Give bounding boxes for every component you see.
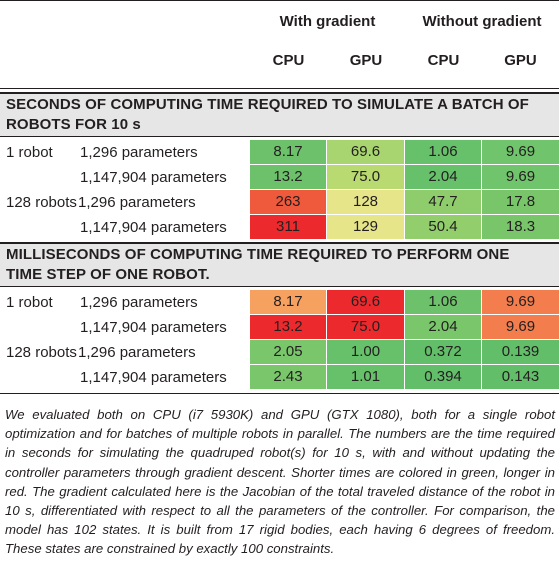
section-1-bottom-rule (0, 136, 559, 137)
value-cell: 1.00 (327, 340, 404, 364)
col-header-gpu-with: GPU (349, 52, 383, 69)
section-2-title-line1: MILLISECONDS OF COMPUTING TIME REQUIRED … (6, 246, 510, 263)
value-cell: 0.143 (482, 365, 559, 389)
parameters-label: 1,147,904 parameters (80, 369, 227, 386)
value-cell: 47.7 (405, 190, 481, 214)
value-cell: 311 (250, 215, 326, 239)
value-cell: 75.0 (327, 165, 404, 189)
table-row: 128 robots 1,296 parameters 263 128 47.7 17.8 (0, 190, 559, 215)
robots-label: 128 robots (6, 194, 77, 211)
value-cell: 128 (327, 190, 404, 214)
section-2-bottom-rule (0, 286, 559, 287)
value-cell: 0.394 (405, 365, 481, 389)
value-cell: 9.69 (482, 140, 559, 164)
header-with-gradient: With gradient (279, 13, 376, 30)
section-1-title-line1: SECONDS OF COMPUTING TIME REQUIRED TO SI… (6, 96, 529, 113)
value-cell: 9.69 (482, 290, 559, 314)
header-rule (0, 88, 559, 89)
value-cell: 129 (327, 215, 404, 239)
value-cell: 8.17 (250, 140, 326, 164)
value-cell: 263 (250, 190, 326, 214)
section-1-top-rule (0, 92, 559, 94)
value-cell: 2.04 (405, 165, 481, 189)
section-2-title: MILLISECONDS OF COMPUTING TIME REQUIRED … (0, 244, 559, 286)
value-cell: 2.04 (405, 315, 481, 339)
value-cell: 1.06 (405, 290, 481, 314)
bottom-rule (0, 393, 559, 394)
value-cell: 2.43 (250, 365, 326, 389)
table-row: 1,147,904 parameters 13.2 75.0 2.04 9.69 (0, 165, 559, 190)
value-cell: 8.17 (250, 290, 326, 314)
value-cell: 18.3 (482, 215, 559, 239)
value-cell: 69.6 (327, 140, 404, 164)
table-row: 128 robots 1,296 parameters 2.05 1.00 0.372 0… (0, 340, 559, 365)
parameters-label: 1,147,904 parameters (80, 319, 227, 336)
value-cell: 75.0 (327, 315, 404, 339)
table-caption: We evaluated both on CPU (i7 5930K) and … (5, 407, 555, 557)
parameters-label: 1,296 parameters (80, 144, 198, 161)
parameters-label: 1,296 parameters (78, 344, 196, 361)
robots-label: 1 robot (6, 144, 53, 161)
parameters-label: 1,147,904 parameters (80, 169, 227, 186)
robots-label: 1 robot (6, 294, 53, 311)
value-cell: 1.06 (405, 140, 481, 164)
col-header-gpu-without: GPU (504, 52, 537, 69)
col-header-cpu-without: CPU (427, 52, 460, 69)
robots-label: 128 robots (6, 344, 77, 361)
value-cell: 13.2 (250, 165, 326, 189)
parameters-label: 1,296 parameters (80, 294, 198, 311)
parameters-label: 1,147,904 parameters (80, 219, 227, 236)
table-row: 1,147,904 parameters 2.43 1.01 0.394 0.143 (0, 365, 559, 390)
value-cell: 9.69 (482, 315, 559, 339)
section-2-title-line2: TIME STEP OF ONE ROBOT. (6, 266, 210, 283)
value-cell: 2.05 (250, 340, 326, 364)
table-row: 1 robot 1,296 parameters 8.17 69.6 1.06 9.69 (0, 140, 559, 165)
table-row: 1,147,904 parameters 311 129 50.4 18.3 (0, 215, 559, 240)
value-cell: 69.6 (327, 290, 404, 314)
value-cell: 0.372 (405, 340, 481, 364)
value-cell: 13.2 (250, 315, 326, 339)
header-without-gradient: Without gradient (422, 13, 542, 30)
section-1-title: SECONDS OF COMPUTING TIME REQUIRED TO SI… (0, 94, 559, 136)
value-cell: 17.8 (482, 190, 559, 214)
value-cell: 0.139 (482, 340, 559, 364)
section-1-title-line2: ROBOTS FOR 10 s (6, 116, 141, 133)
table-row: 1 robot 1,296 parameters 8.17 69.6 1.06 9.69 (0, 290, 559, 315)
value-cell: 1.01 (327, 365, 404, 389)
value-cell: 9.69 (482, 165, 559, 189)
value-cell: 50.4 (405, 215, 481, 239)
top-rule (0, 0, 559, 1)
col-header-cpu-with: CPU (272, 52, 305, 69)
parameters-label: 1,296 parameters (78, 194, 196, 211)
section-2-top-rule (0, 242, 559, 244)
table-row: 1,147,904 parameters 13.2 75.0 2.04 9.69 (0, 315, 559, 340)
